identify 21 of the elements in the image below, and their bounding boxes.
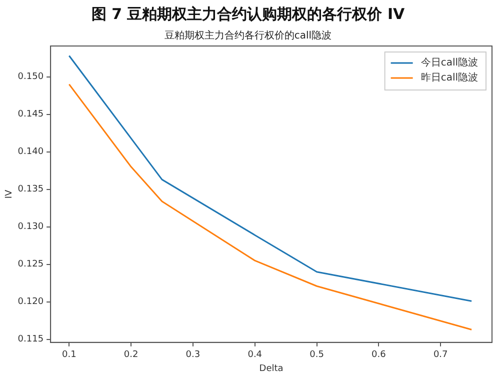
x-tick-label: 0.4 — [248, 350, 262, 360]
chart-subtitle: 豆粕期权主力合约各行权价的call隐波 — [164, 30, 332, 42]
legend-label: 今日call隐波 — [420, 56, 478, 69]
y-tick-label: 0.115 — [18, 334, 44, 345]
y-tick-label: 0.135 — [18, 184, 44, 195]
x-tick-label: 0.6 — [372, 350, 386, 360]
x-tick-label: 0.7 — [433, 350, 448, 360]
chart-title: 图 7 豆粕期权主力合约认购期权的各行权价 IV — [91, 4, 406, 23]
y-tick-label: 0.145 — [18, 110, 44, 120]
x-tick-label: 0.1 — [62, 350, 76, 360]
y-tick-label: 0.120 — [18, 297, 44, 308]
y-tick-label: 0.130 — [18, 222, 44, 232]
y-tick-label: 0.150 — [18, 72, 44, 82]
x-axis-title: Delta — [259, 364, 284, 374]
y-tick-label: 0.125 — [18, 260, 44, 270]
legend-label: 昨日call隐波 — [420, 72, 478, 84]
x-tick-label: 0.3 — [186, 350, 200, 360]
x-tick-label: 0.5 — [310, 350, 324, 360]
y-axis-title: IV — [4, 188, 15, 199]
x-tick-label: 0.2 — [124, 350, 138, 360]
y-tick-label: 0.140 — [18, 147, 44, 158]
